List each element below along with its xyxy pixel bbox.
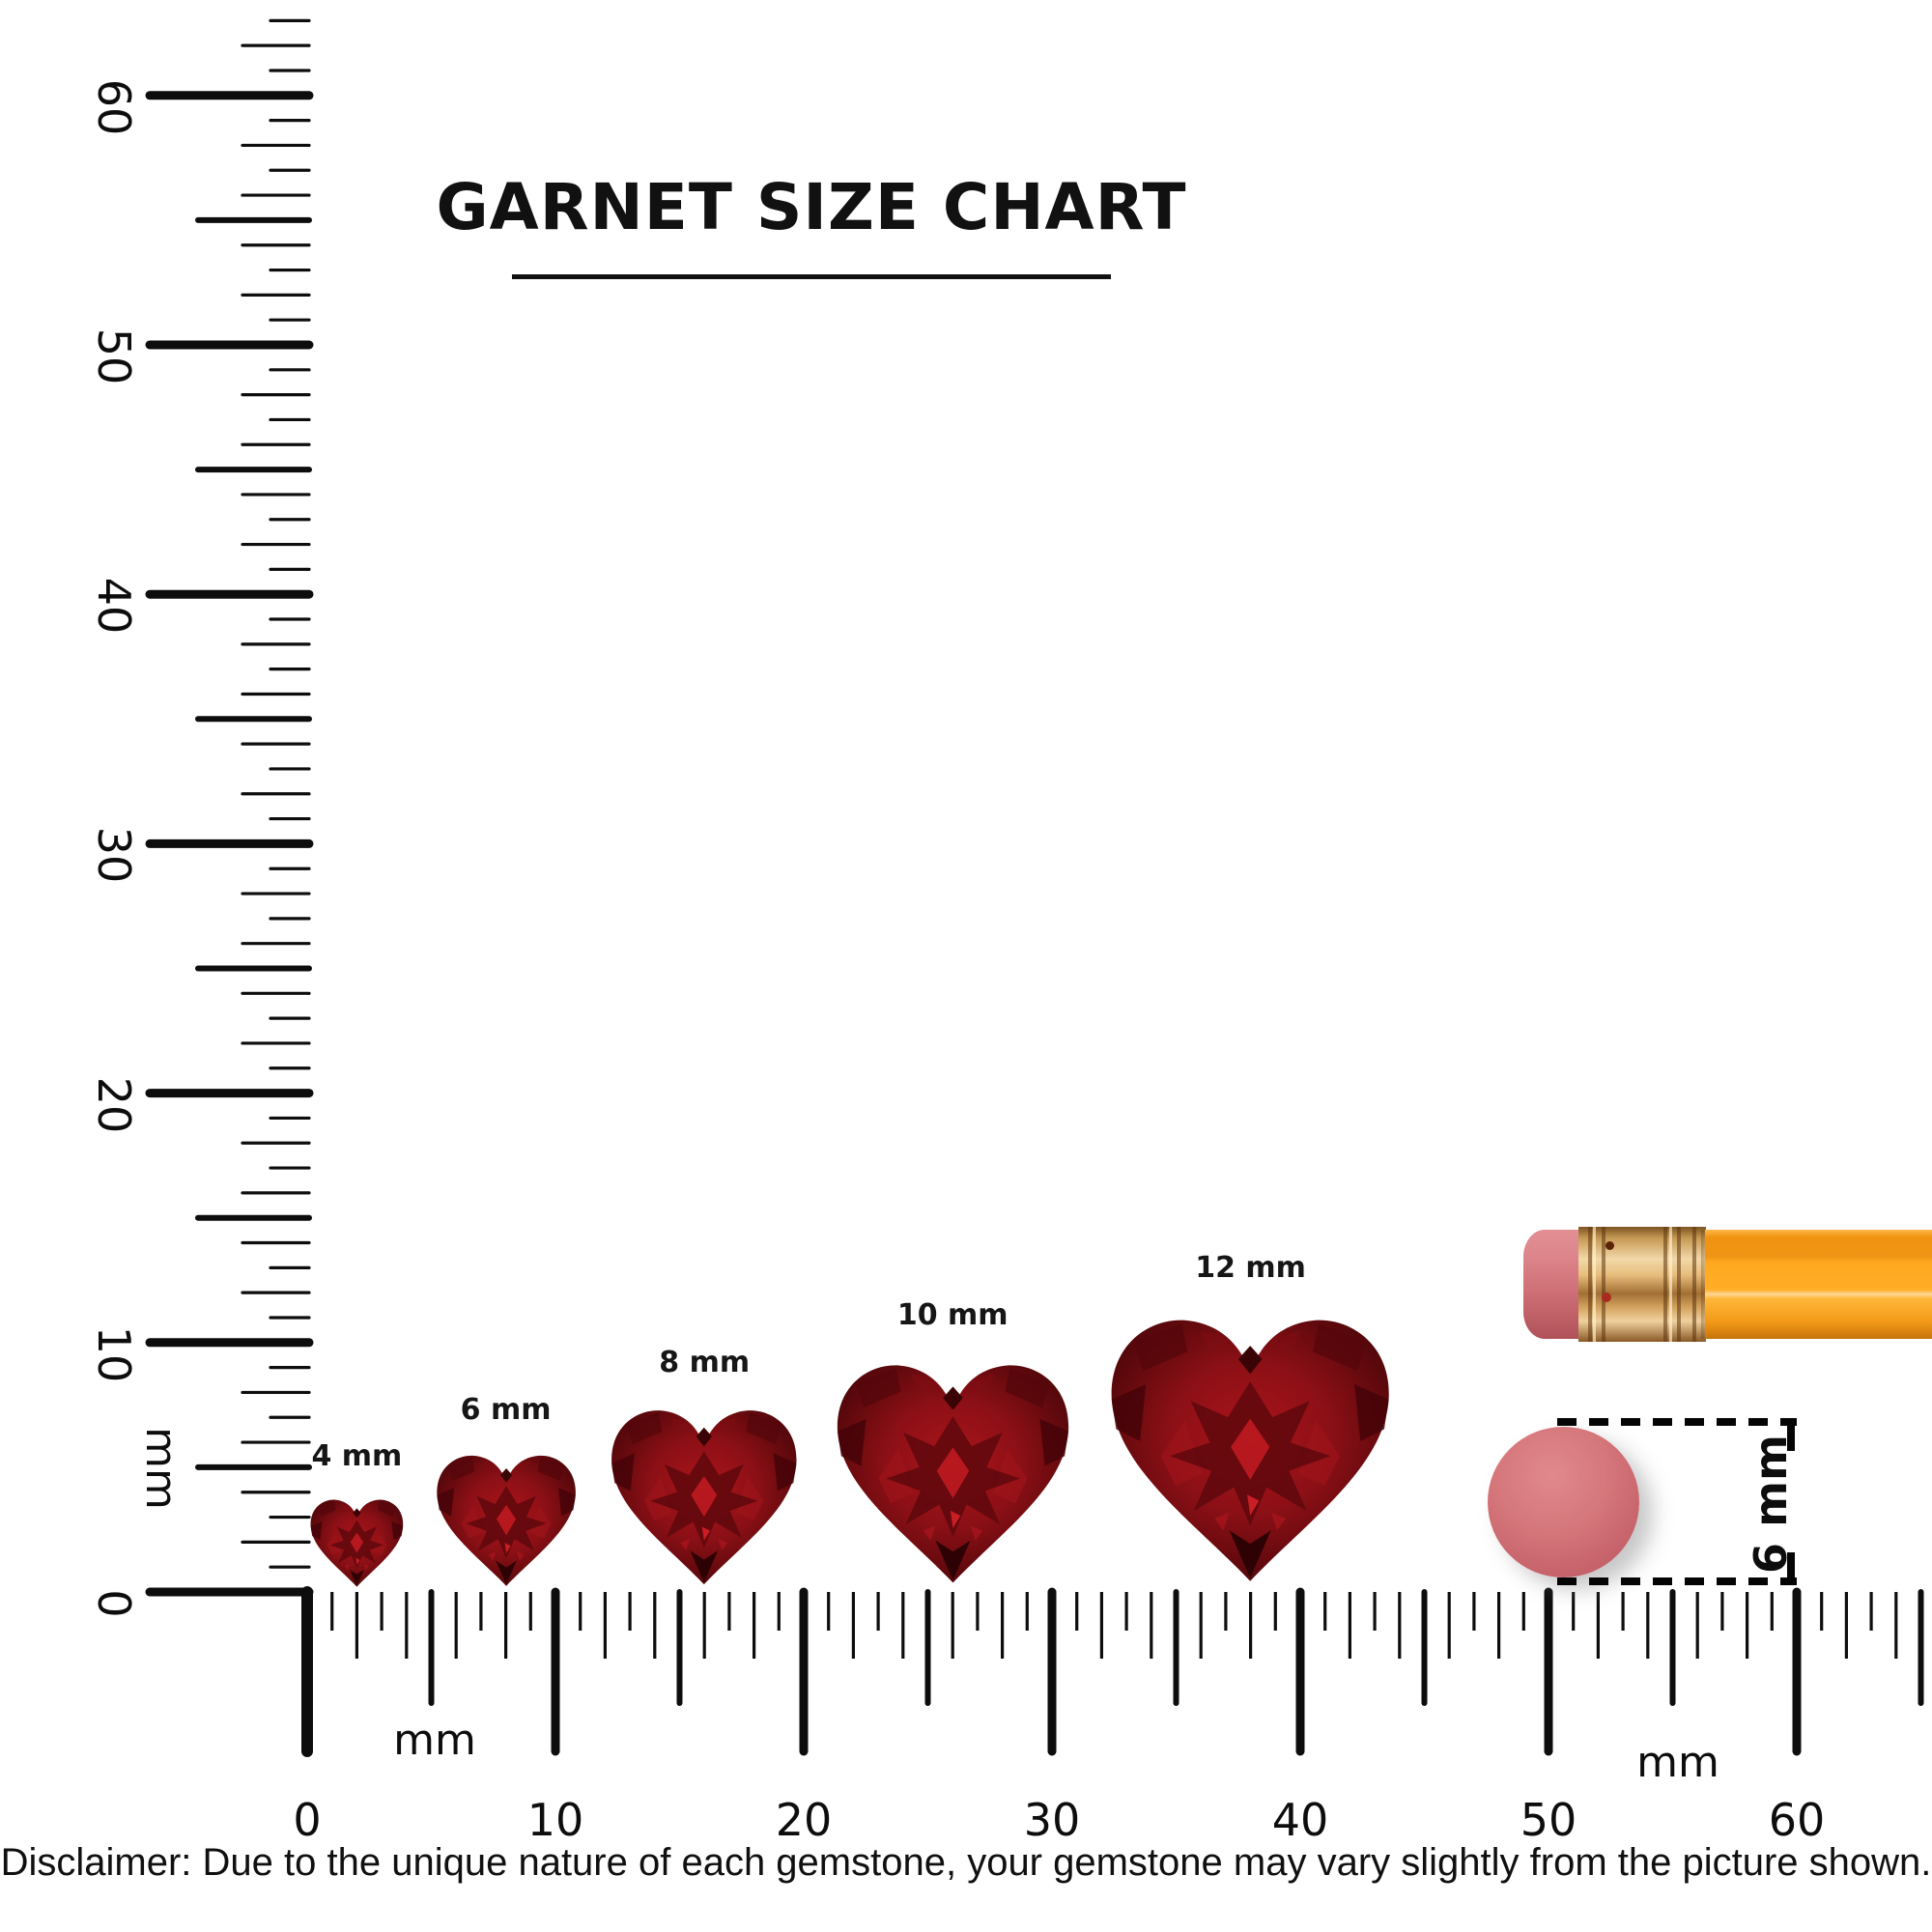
horizontal-ruler-number: 50 xyxy=(1520,1794,1577,1846)
pencil-body xyxy=(1705,1230,1932,1339)
dimension-endcap-bottom xyxy=(1787,1552,1795,1577)
dimension-dashed-line-bottom xyxy=(1557,1577,1797,1585)
gem-size-label: 6 mm xyxy=(460,1392,552,1427)
vertical-ruler-number: 60 xyxy=(88,78,140,136)
horizontal-ruler-ticks xyxy=(301,1586,1924,1757)
garnet-heart-4mm xyxy=(307,1495,407,1590)
vertical-ruler-number: 10 xyxy=(88,1325,140,1383)
vertical-ruler-number: 50 xyxy=(88,327,140,385)
ferrule-crimp-line xyxy=(1677,1227,1681,1342)
horizontal-ruler-number: 0 xyxy=(293,1794,322,1846)
ferrule-crimp-highlight xyxy=(1593,1227,1596,1342)
ferrule-crimp-line xyxy=(1663,1227,1667,1342)
eraser-circle xyxy=(1488,1427,1639,1577)
title-underline xyxy=(512,274,1111,279)
garnet-heart-12mm xyxy=(1101,1307,1399,1590)
garnet-heart-10mm xyxy=(829,1354,1077,1590)
vertical-ruler-number: 20 xyxy=(88,1076,140,1133)
horizontal-ruler-number: 20 xyxy=(775,1794,833,1846)
gem-size-label: 4 mm xyxy=(311,1439,403,1474)
gem-size-label: 8 mm xyxy=(659,1345,751,1379)
eraser-dimension-label: 6 mm xyxy=(1745,1435,1797,1574)
vertical-ruler-ticks xyxy=(145,18,314,1597)
pencil-ferrule xyxy=(1578,1227,1706,1342)
dimension-endcap-top xyxy=(1787,1426,1795,1451)
dimension-dashed-line-top xyxy=(1557,1418,1797,1426)
ferrule-crimp-highlight xyxy=(1669,1227,1672,1342)
garnet-heart-6mm xyxy=(432,1449,581,1590)
horizontal-ruler-unit-label-right: mm xyxy=(1636,1738,1719,1787)
ferrule-rivet-dot xyxy=(1602,1293,1611,1302)
ferrule-crimp-line xyxy=(1692,1227,1696,1342)
vertical-ruler-unit-label: mm xyxy=(136,1427,185,1510)
horizontal-ruler-number: 30 xyxy=(1023,1794,1081,1846)
disclaimer-text: Disclaimer: Due to the unique nature of … xyxy=(0,1841,1932,1884)
ferrule-rivet-dot xyxy=(1605,1241,1614,1250)
horizontal-ruler-number: 40 xyxy=(1271,1794,1329,1846)
page-title: GARNET SIZE CHART xyxy=(436,170,1187,244)
ferrule-crimp-line xyxy=(1588,1227,1592,1342)
pencil-eraser-tip xyxy=(1523,1230,1579,1339)
pencil xyxy=(1523,1227,1932,1342)
horizontal-ruler-unit-label-left: mm xyxy=(393,1716,476,1765)
ferrule-crimp-line xyxy=(1602,1227,1605,1342)
horizontal-ruler-number: 60 xyxy=(1768,1794,1826,1846)
gem-size-label: 10 mm xyxy=(896,1297,1009,1332)
garnet-heart-8mm xyxy=(605,1402,804,1590)
vertical-ruler-number: 40 xyxy=(88,577,140,635)
horizontal-ruler-number: 10 xyxy=(526,1794,584,1846)
vertical-ruler-number: 0 xyxy=(88,1589,140,1618)
gem-size-label: 12 mm xyxy=(1195,1251,1306,1286)
vertical-ruler-number: 30 xyxy=(88,827,140,884)
